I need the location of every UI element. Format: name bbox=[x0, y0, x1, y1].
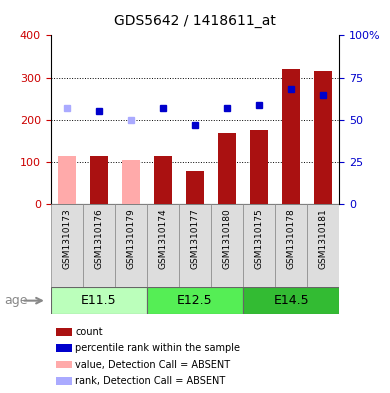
Bar bbox=[282, 69, 300, 204]
Text: value, Detection Call = ABSENT: value, Detection Call = ABSENT bbox=[75, 360, 230, 370]
Bar bbox=[51, 204, 83, 287]
Bar bbox=[179, 204, 211, 287]
Text: E14.5: E14.5 bbox=[273, 294, 309, 307]
Text: E12.5: E12.5 bbox=[177, 294, 213, 307]
Text: GSM1310175: GSM1310175 bbox=[255, 208, 264, 269]
Bar bbox=[147, 204, 179, 287]
Bar bbox=[147, 287, 243, 314]
Bar bbox=[154, 156, 172, 204]
Text: count: count bbox=[75, 327, 103, 337]
Text: GSM1310173: GSM1310173 bbox=[62, 208, 71, 269]
Bar bbox=[211, 204, 243, 287]
Bar bbox=[83, 204, 115, 287]
Text: GSM1310174: GSM1310174 bbox=[158, 208, 167, 269]
Text: GSM1310180: GSM1310180 bbox=[223, 208, 232, 269]
Text: percentile rank within the sample: percentile rank within the sample bbox=[75, 343, 240, 353]
Bar bbox=[51, 287, 147, 314]
Bar bbox=[57, 344, 73, 352]
Text: E11.5: E11.5 bbox=[81, 294, 117, 307]
Text: GSM1310179: GSM1310179 bbox=[126, 208, 135, 269]
Text: GSM1310177: GSM1310177 bbox=[190, 208, 200, 269]
Bar bbox=[186, 171, 204, 204]
Bar bbox=[314, 71, 332, 204]
Bar bbox=[57, 328, 73, 336]
Bar bbox=[57, 361, 73, 368]
Bar bbox=[250, 130, 268, 204]
Bar bbox=[218, 132, 236, 204]
Bar bbox=[275, 204, 307, 287]
Bar bbox=[90, 156, 108, 204]
Text: GSM1310178: GSM1310178 bbox=[287, 208, 296, 269]
Bar bbox=[57, 377, 73, 385]
Text: rank, Detection Call = ABSENT: rank, Detection Call = ABSENT bbox=[75, 376, 225, 386]
Bar bbox=[307, 204, 339, 287]
Bar bbox=[243, 204, 275, 287]
Bar bbox=[243, 287, 339, 314]
Bar bbox=[115, 204, 147, 287]
Text: GSM1310181: GSM1310181 bbox=[319, 208, 328, 269]
Text: GSM1310176: GSM1310176 bbox=[94, 208, 103, 269]
Text: age: age bbox=[4, 294, 27, 307]
Bar bbox=[58, 156, 76, 204]
Text: GDS5642 / 1418611_at: GDS5642 / 1418611_at bbox=[114, 14, 276, 28]
Bar bbox=[122, 160, 140, 204]
